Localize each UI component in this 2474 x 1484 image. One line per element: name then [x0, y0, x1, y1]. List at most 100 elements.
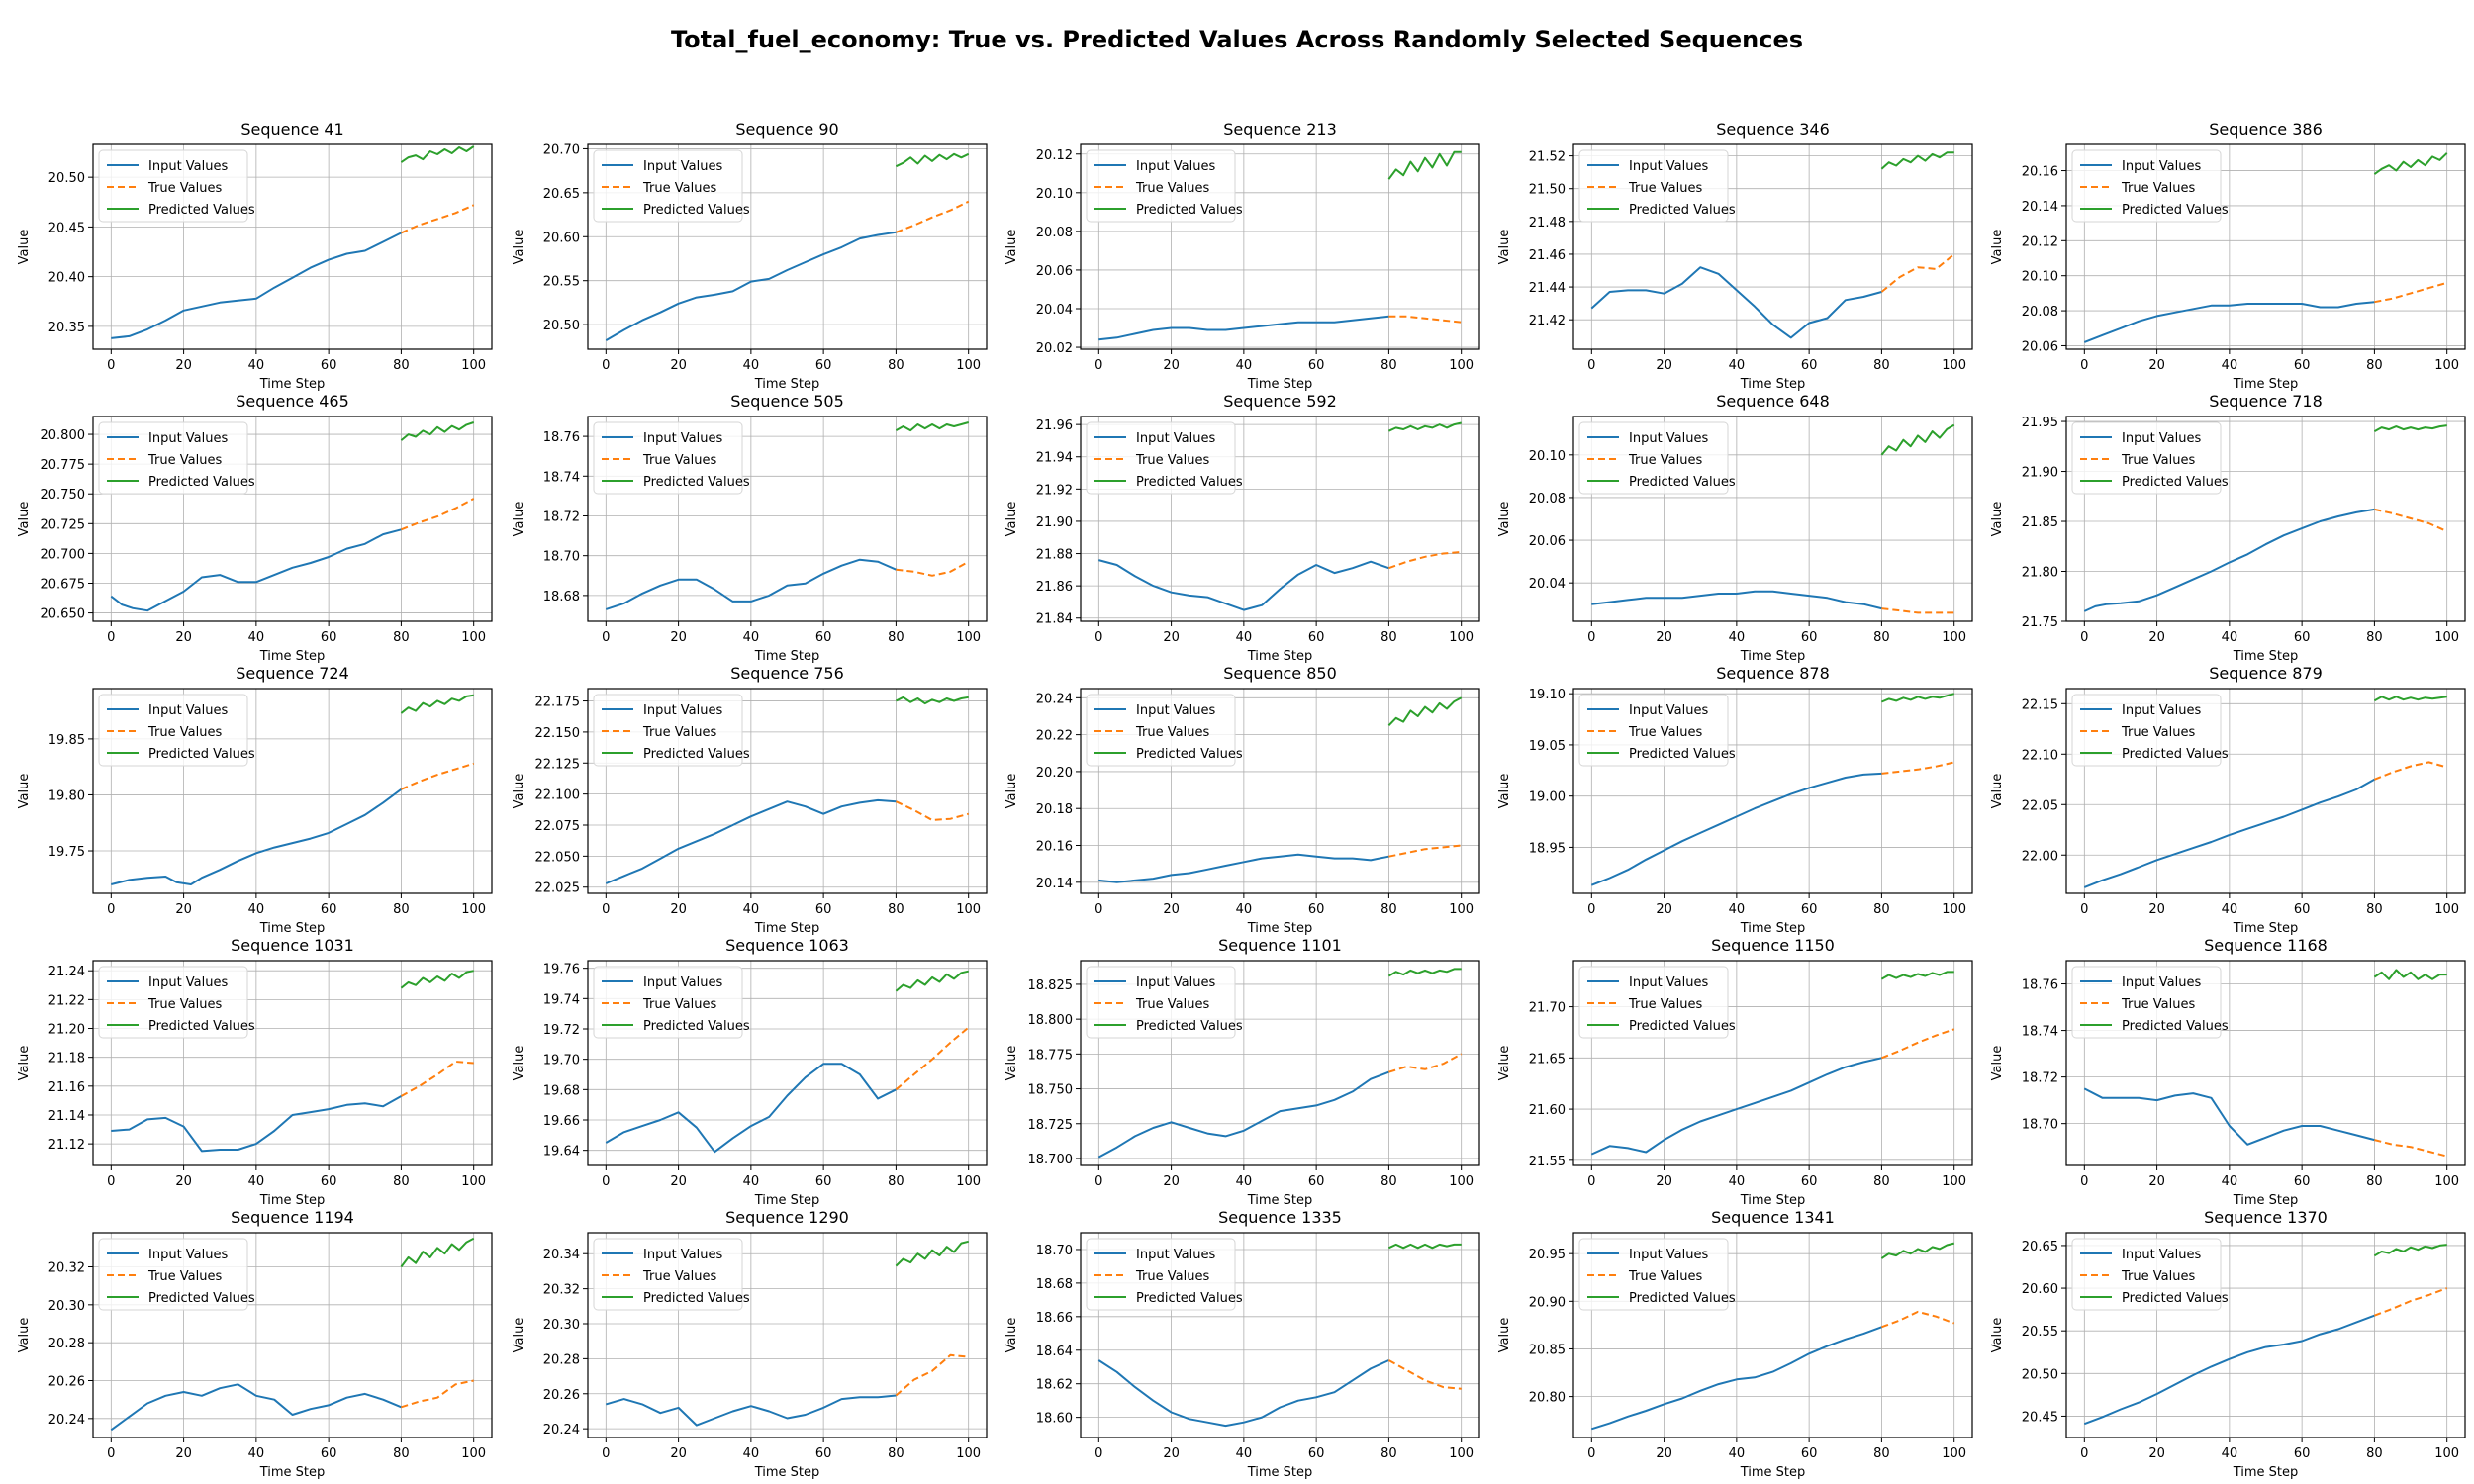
x-tick-label: 60: [321, 630, 337, 645]
x-axis-label: Time Step: [2233, 1193, 2299, 1208]
subplot-title: Sequence 1194: [231, 1208, 354, 1227]
y-tick-label: 21.94: [1036, 451, 1073, 466]
y-tick-label: 20.10: [1036, 187, 1073, 202]
legend-label: Predicted Values: [1629, 475, 1736, 490]
y-tick-label: 22.10: [2022, 748, 2058, 763]
y-tick-label: 18.60: [1036, 1412, 1073, 1427]
x-tick-label: 80: [1873, 902, 1890, 917]
y-axis-label: Value: [17, 774, 32, 809]
subplot-7: Sequence 505 0 20 40 60 80 100 18.68 18.70 18.72 1…: [512, 392, 988, 664]
x-tick-label: 20: [175, 902, 192, 917]
legend-box: [1578, 1238, 1729, 1311]
x-tick-label: 60: [1308, 902, 1325, 917]
y-tick-label: 22.150: [535, 726, 581, 741]
y-tick-label: 20.04: [1529, 577, 1566, 592]
y-tick-label: 19.64: [543, 1145, 580, 1159]
subplot-21: Sequence 1194 0 20 40 60 80 100 20.24 20.26 20.28…: [17, 1208, 493, 1480]
y-tick-label: 20.70: [543, 142, 580, 157]
y-tick-label: 20.28: [48, 1337, 85, 1351]
x-tick-label: 100: [461, 1446, 486, 1461]
series-line-predicted-values: [1880, 971, 1954, 980]
y-axis-label: Value: [17, 502, 32, 537]
legend-label: Input Values: [1629, 159, 1708, 174]
x-tick-label: 20: [2148, 1174, 2165, 1189]
y-tick-label: 18.70: [1036, 1244, 1073, 1258]
x-tick-label: 100: [956, 358, 981, 373]
legend-label: Predicted Values: [643, 203, 750, 218]
subplot-20: Sequence 1168 0 20 40 60 80 100 18.70 18.72 18.74…: [1990, 936, 2466, 1208]
series-line-predicted-values: [400, 421, 475, 441]
legend-label: Predicted Values: [2122, 203, 2229, 218]
x-axis-label: Time Step: [754, 377, 820, 392]
legend-label: True Values: [2121, 181, 2195, 196]
legend-label: Predicted Values: [2122, 475, 2229, 490]
x-axis-label: Time Step: [259, 921, 326, 936]
y-axis-label: Value: [1004, 774, 1019, 809]
x-axis-label: Time Step: [2233, 649, 2299, 664]
series-line-input-values: [2083, 508, 2375, 612]
x-tick-label: 0: [1587, 358, 1595, 373]
legend-box: [2071, 1238, 2222, 1311]
x-tick-label: 60: [1801, 902, 1818, 917]
series-line-predicted-values: [2373, 969, 2447, 980]
y-tick-label: 20.650: [41, 607, 86, 622]
subplot-10: Sequence 718 0 20 40 60 80 100 21.75 21.80 21.85 2…: [1990, 392, 2466, 664]
x-tick-label: 40: [1236, 358, 1253, 373]
x-axis-label: Time Step: [1247, 1193, 1313, 1208]
figure-title: Total_fuel_economy: True vs. Predicted V…: [670, 26, 1804, 53]
legend-label: Predicted Values: [1629, 747, 1736, 762]
x-tick-label: 20: [1656, 1446, 1672, 1461]
x-axis-label: Time Step: [1740, 1465, 1806, 1480]
series-line-input-values: [1590, 772, 1882, 886]
x-tick-label: 80: [393, 358, 410, 373]
legend-box: [2071, 966, 2222, 1039]
series-line-input-values: [1098, 559, 1389, 611]
legend-box: [593, 149, 743, 223]
subplot-title: Sequence 1168: [2204, 936, 2328, 955]
y-axis-label: Value: [1990, 502, 2005, 537]
y-tick-label: 20.18: [1036, 802, 1073, 817]
axes-frame: [2065, 143, 2466, 350]
series-line-true-values: [401, 498, 475, 531]
x-tick-label: 100: [461, 630, 486, 645]
y-tick-label: 18.64: [1036, 1345, 1073, 1359]
x-tick-label: 40: [743, 1446, 760, 1461]
x-tick-label: 40: [743, 1174, 760, 1189]
x-tick-label: 40: [2222, 1446, 2238, 1461]
legend-label: True Values: [147, 1269, 222, 1284]
legend-label: Predicted Values: [148, 475, 255, 490]
x-tick-label: 100: [1942, 902, 1966, 917]
y-tick-label: 20.08: [1529, 492, 1566, 507]
series-line-predicted-values: [895, 1240, 969, 1267]
x-tick-label: 60: [1308, 1446, 1325, 1461]
y-tick-label: 20.95: [1529, 1248, 1566, 1262]
x-tick-label: 0: [1094, 1174, 1102, 1189]
subplot-22: Sequence 1290 0 20 40 60 80 100 20.24 20.26 20.28…: [512, 1208, 988, 1480]
series-line-input-values: [1591, 590, 1882, 610]
x-tick-label: 20: [1163, 1174, 1180, 1189]
series-line-true-values: [1881, 761, 1954, 775]
legend-label: True Values: [147, 181, 222, 196]
series-line-input-values: [1098, 853, 1389, 883]
legend-label: Predicted Values: [1629, 1019, 1736, 1034]
axes-frame: [587, 688, 988, 894]
x-tick-label: 80: [1873, 1174, 1890, 1189]
series-line-predicted-values: [2373, 152, 2448, 175]
x-tick-label: 20: [1163, 358, 1180, 373]
y-axis-label: Value: [17, 1318, 32, 1353]
y-tick-label: 20.10: [2022, 270, 2058, 285]
series-line-predicted-values: [400, 1237, 475, 1268]
axes-frame: [2065, 416, 2466, 622]
y-tick-label: 20.32: [543, 1283, 580, 1298]
x-tick-label: 100: [956, 1174, 981, 1189]
axes-frame: [1080, 1232, 1480, 1438]
x-axis-label: Time Step: [259, 377, 326, 392]
legend-label: Input Values: [2122, 975, 2201, 990]
subplot-title: Sequence 879: [2209, 664, 2323, 683]
y-axis-label: Value: [1004, 1318, 1019, 1353]
y-axis-label: Value: [512, 1046, 526, 1081]
subplot-title: Sequence 1341: [1711, 1208, 1835, 1227]
y-tick-label: 20.725: [41, 517, 86, 532]
x-axis-label: Time Step: [1740, 1193, 1806, 1208]
x-tick-label: 20: [1163, 902, 1180, 917]
